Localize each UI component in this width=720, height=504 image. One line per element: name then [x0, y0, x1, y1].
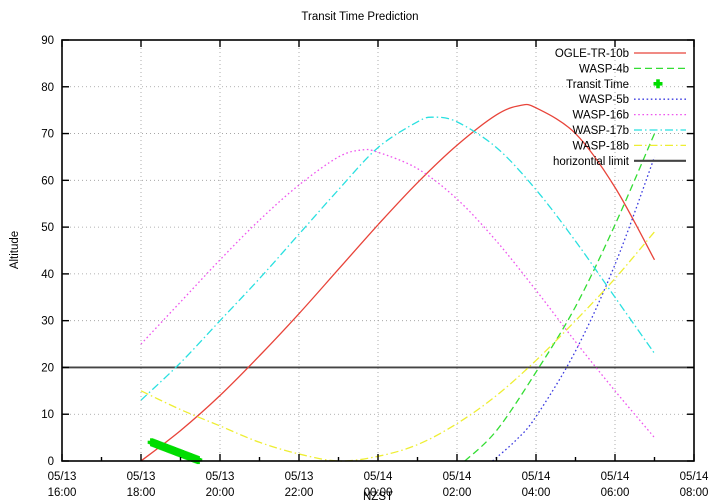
x-tick-labels: 05/13 16:00 05/13 18:00 05/13 20:00 05/13 22:00…	[48, 471, 709, 499]
y-tick-label: 10	[41, 409, 54, 421]
x-tick-label-date: 05/14	[443, 471, 472, 483]
x-tick-label-time: 00:00	[364, 487, 393, 499]
y-tick-label: 70	[41, 129, 54, 141]
legend-label[interactable]: WASP-16b	[573, 110, 629, 122]
x-axis-label-group: NZST	[363, 491, 393, 503]
y-tick-label: 20	[41, 362, 54, 374]
legend-label[interactable]: WASP-17b	[573, 125, 629, 137]
x-tick-label-time: 20:00	[206, 487, 235, 499]
legend-marker	[656, 79, 660, 89]
legend-label[interactable]: WASP-5b	[579, 94, 629, 106]
y-axis-label-group: Altitude	[9, 231, 21, 269]
x-tick-label-date: 05/13	[206, 471, 235, 483]
legend-label[interactable]: WASP-18b	[573, 140, 629, 152]
series-line	[140, 116, 656, 401]
x-tick-label-time: 16:00	[48, 487, 77, 499]
legend-label[interactable]: OGLE-TR-10b	[555, 48, 629, 60]
series-line	[140, 103, 656, 462]
chart-legend: OGLE-TR-10b WASP-4b Transit Time WASP-5b WAS…	[553, 48, 686, 168]
y-tick-label: 50	[41, 222, 54, 234]
x-tick-label-time: 22:00	[285, 487, 314, 499]
series-transit-time-markers	[147, 438, 203, 465]
legend-label[interactable]: Transit Time	[566, 79, 629, 91]
series-line	[140, 231, 655, 462]
x-tick-label-date: 05/14	[522, 471, 551, 483]
y-tick-label: 40	[41, 269, 54, 281]
x-tick-label-date: 05/13	[48, 471, 77, 483]
y-tick-label: 0	[48, 456, 54, 468]
x-tick-label-date: 05/14	[601, 471, 630, 483]
y-tick-labels: 0 10 20 30 40 50 60 70 80 90	[41, 35, 54, 468]
y-tick-label: 60	[41, 175, 54, 187]
page-title: Transit Time Prediction	[301, 11, 418, 23]
x-tick-label-time: 04:00	[522, 487, 551, 499]
legend-label[interactable]: WASP-4b	[579, 63, 629, 75]
series-line	[464, 133, 656, 462]
x-axis-label: NZST	[363, 491, 393, 503]
x-tick-label-date: 05/14	[364, 471, 393, 483]
transit-marker	[196, 456, 200, 465]
y-tick-label: 80	[41, 82, 54, 94]
y-tick-label: 30	[41, 316, 54, 328]
y-axis-label: Altitude	[9, 231, 21, 269]
tick-marks	[61, 39, 695, 462]
legend-label[interactable]: horizontial limit	[553, 156, 630, 168]
x-tick-label-time: 06:00	[601, 487, 630, 499]
x-tick-label-time: 18:00	[127, 487, 156, 499]
y-tick-label: 90	[41, 35, 54, 47]
x-tick-label-time: 08:00	[680, 487, 709, 499]
series-line	[140, 148, 655, 439]
x-tick-label-date: 05/13	[127, 471, 156, 483]
x-tick-label-time: 02:00	[443, 487, 472, 499]
x-tick-label-date: 05/14	[680, 471, 709, 483]
series-lines	[140, 103, 656, 465]
x-tick-label-date: 05/13	[285, 471, 314, 483]
chart-title-group: Transit Time Prediction	[301, 11, 418, 23]
